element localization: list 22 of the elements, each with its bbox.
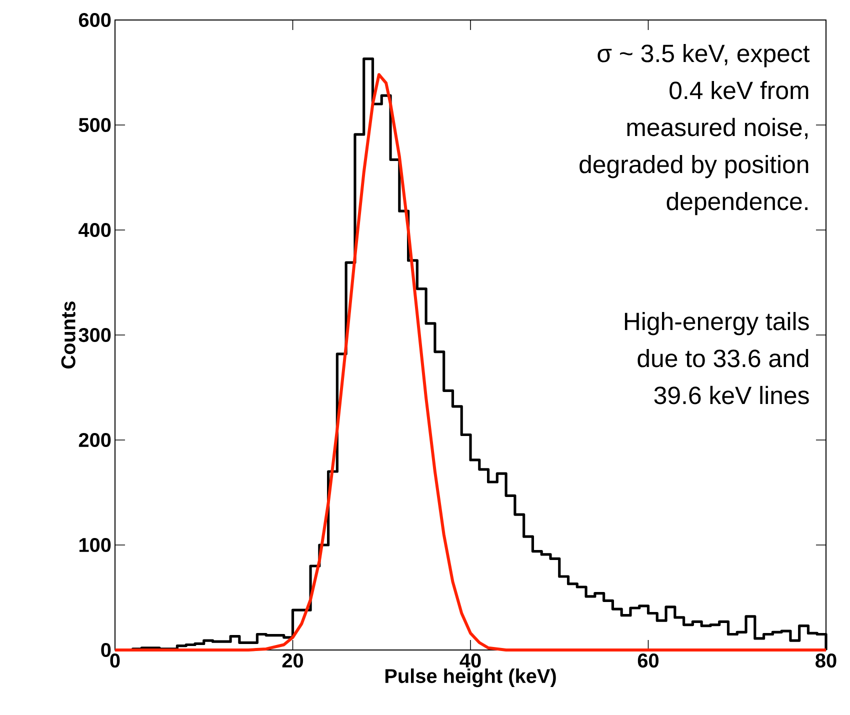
annotation: dependence. (666, 192, 808, 216)
annotation: High-energy tails (624, 312, 809, 336)
annotation: due to 33.6 and (638, 348, 808, 368)
y-tick-label: 0 (101, 642, 111, 658)
annotation: degraded by position (580, 154, 808, 178)
x-tick-label: 20 (282, 654, 304, 668)
y-axis-title: Counts (61, 302, 76, 368)
annotation: 39.6 keV lines (654, 386, 809, 404)
x-tick-label: 80 (816, 654, 836, 668)
y-tick-label: 400 (78, 222, 111, 238)
y-tick-label: 200 (78, 432, 111, 448)
y-tick-label: 100 (79, 538, 111, 552)
annotation: σ ~ 3.5 keV, expect (598, 44, 810, 68)
x-axis-title: Pulse height (keV) (385, 668, 556, 688)
x-tick-label: 60 (638, 654, 659, 668)
y-tick-label: 500 (78, 118, 111, 132)
y-tick-label: 300 (78, 328, 111, 342)
y-tick-label: 600 (78, 12, 111, 28)
annotation: measured noise, (627, 118, 808, 140)
x-tick-label: 0 (110, 654, 120, 668)
annotation: 0.4 keV from (670, 80, 808, 100)
x-tick-label: 40 (460, 654, 481, 668)
